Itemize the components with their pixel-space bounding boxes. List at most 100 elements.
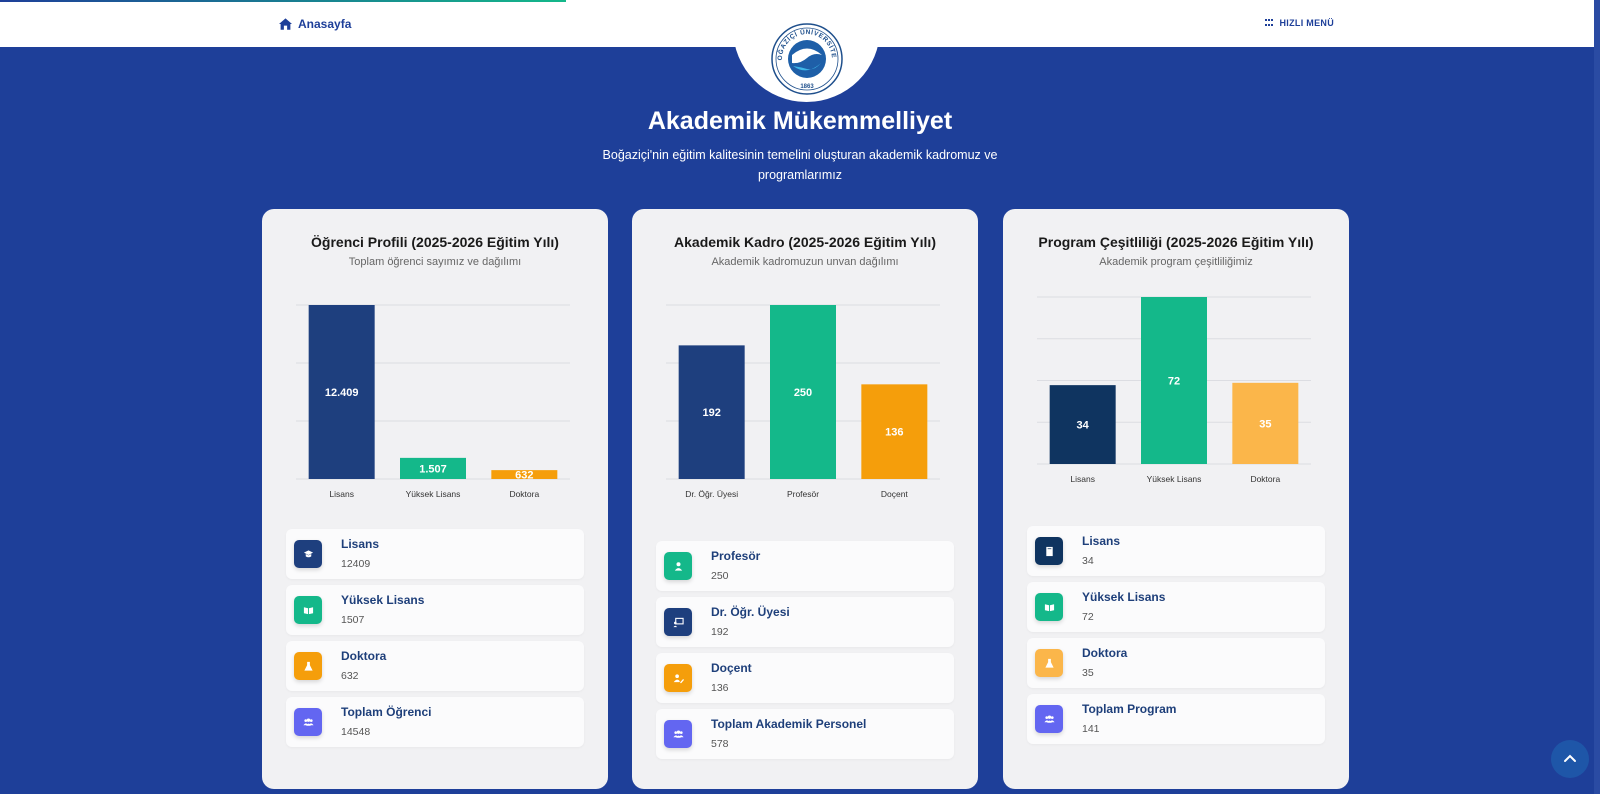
flask-icon [1035,649,1063,677]
stat-label: Doktora [341,649,387,663]
home-link[interactable]: Anasayfa [279,17,351,31]
page-title: Akademik Mükemmelliyet [647,107,953,135]
logo-year: 1863 [800,84,814,90]
stat-value: 14548 [341,726,371,738]
users-icon [294,708,322,736]
stat-value: 578 [711,738,729,750]
stat-label: Doçent [711,661,752,675]
stat-label: Toplam Program [1082,702,1177,716]
quick-menu-label: HIZLI MENÜ [1279,18,1334,28]
program-bar-chart: 34 Lisans 72 Yüksek Lisans 35 Doktora [1037,296,1311,484]
quick-menu-button[interactable]: HIZLI MENÜ [1264,18,1335,28]
stat-label: Lisans [341,537,380,551]
bar-value-label: 250 [794,387,812,399]
stat-item-profesor[interactable]: Profesör 250 [656,541,954,591]
stat-value: 1507 [341,614,365,626]
stat-value: 632 [341,670,359,682]
stat-item-doktora[interactable]: Doktora 35 [1027,638,1325,688]
stat-label: Lisans [1082,534,1121,548]
stat-value: 141 [1082,723,1100,735]
grid-icon [1264,19,1274,27]
card-title: Öğrenci Profili (2025-2026 Eğitim Yılı) [311,234,559,250]
bar-0[interactable] [1049,385,1116,464]
stat-label: Yüksek Lisans [1082,590,1166,604]
page-subtitle: Boğaziçi'nin eğitim kalitesinin temelini… [602,148,998,182]
stat-value: 34 [1082,555,1094,567]
bar-value-label: 34 [1077,420,1090,432]
stat-label: Toplam Akademik Personel [711,717,867,731]
users-icon [664,720,692,748]
stat-value: 72 [1082,611,1094,623]
book-open-icon [1035,593,1063,621]
book-open-icon [294,596,322,624]
staff-bar-chart: 192 Dr. Öğr. Üyesi 250 Profesör 136 Doçent [666,304,940,499]
scroll-progress-bar [0,0,566,2]
bar-2[interactable] [491,470,558,479]
stat-item-yuksek-lisans[interactable]: Yüksek Lisans 72 [1027,582,1325,632]
card-title: Program Çeşitliliği (2025-2026 Eğitim Yı… [1038,234,1314,250]
student-stat-list: Lisans 12409 Yüksek Lisans 1507 Doktora … [286,529,584,753]
card-subtitle: Toplam öğrenci sayımız ve dağılımı [348,256,522,268]
bar-1[interactable] [770,305,836,479]
user-icon [664,552,692,580]
stat-item-doktora[interactable]: Doktora 632 [286,641,584,691]
home-link-label: Anasayfa [298,17,352,31]
student-bar-chart: 12.409 Lisans 1.507 Yüksek Lisans 632 Doktora [296,304,570,499]
flask-icon [294,652,322,680]
category-label: Profesör [787,489,819,499]
stat-item-lisans[interactable]: Lisans 34 [1027,526,1325,576]
stat-item-dr-ogr-uyesi[interactable]: Dr. Öğr. Üyesi 192 [656,597,954,647]
bar-value-label: 12.409 [325,387,359,399]
chevron-up-icon [1564,754,1576,762]
graduation-cap-icon [294,540,322,568]
stat-item-toplam-akademik-personel[interactable]: Toplam Akademik Personel 578 [656,709,954,759]
bar-1[interactable] [1141,297,1207,464]
stat-label: Dr. Öğr. Üyesi [711,605,790,619]
users-icon [1035,705,1063,733]
bar-value-label: 632 [515,470,533,482]
student-profile-card: Öğrenci Profili (2025-2026 Eğitim Yılı) … [262,209,608,789]
scroll-to-top-button[interactable] [1551,740,1589,778]
stat-item-lisans[interactable]: Lisans 12409 [286,529,584,579]
scrollbar-track[interactable] [1594,0,1600,794]
category-label: Dr. Öğr. Üyesi [685,489,738,499]
stat-value: 250 [711,570,729,582]
bar-value-label: 1.507 [419,463,447,475]
category-label: Lisans [1070,474,1095,484]
card-title: Akademik Kadro (2025-2026 Eğitim Yılı) [674,234,936,250]
stat-item-yuksek-lisans[interactable]: Yüksek Lisans 1507 [286,585,584,635]
stat-item-toplam-program[interactable]: Toplam Program 141 [1027,694,1325,744]
category-label: Yüksek Lisans [406,489,461,499]
bar-2[interactable] [1232,382,1299,464]
bar-1[interactable] [400,457,466,479]
academic-staff-card: Akademik Kadro (2025-2026 Eğitim Yılı) A… [632,209,978,789]
bar-value-label: 136 [885,427,903,439]
bar-0[interactable] [678,345,745,479]
stat-label: Doktora [1082,646,1128,660]
staff-stat-list: Profesör 250 Dr. Öğr. Üyesi 192 Doçent 1… [656,541,954,765]
category-label: Yüksek Lisans [1147,474,1202,484]
stat-value: 12409 [341,558,371,570]
user-edit-icon [664,664,692,692]
bar-value-label: 192 [702,407,720,419]
category-label: Doktora [1250,474,1280,484]
staff-chart: 192 Dr. Öğr. Üyesi 250 Profesör 136 Doçent [658,291,954,511]
stat-item-toplam-ogrenci[interactable]: Toplam Öğrenci 14548 [286,697,584,747]
card-subtitle: Akademik program çeşitliliğimiz [1099,256,1253,268]
card-subtitle: Akademik kadromuzun unvan dağılımı [711,256,899,268]
category-label: Lisans [329,489,354,499]
stat-label: Profesör [711,549,761,563]
stat-value: 35 [1082,667,1094,679]
bar-value-label: 35 [1259,418,1271,430]
bar-value-label: 72 [1168,376,1180,388]
bar-0[interactable] [308,305,375,479]
stat-item-docent[interactable]: Doçent 136 [656,653,954,703]
bar-2[interactable] [861,384,928,479]
home-icon [279,18,292,30]
stat-label: Toplam Öğrenci [341,705,432,719]
stat-value: 192 [711,626,729,638]
stat-value: 136 [711,682,729,694]
chalkboard-teacher-icon [664,608,692,636]
program-chart: 34 Lisans 72 Yüksek Lisans 35 Doktora [1029,291,1325,511]
university-logo[interactable]: BOĞAZİÇİ ÜNİVERSİTESİ 1863 [770,22,844,96]
